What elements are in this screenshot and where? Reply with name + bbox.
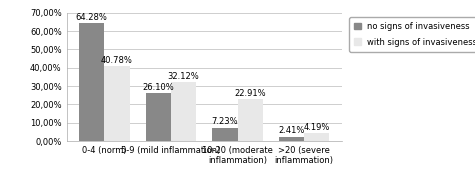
Bar (212, 128, 238, 141)
Text: 4.19%: 4.19% (304, 123, 330, 132)
Bar (238, 99, 263, 141)
Bar (79, 23, 104, 141)
Text: 32.12%: 32.12% (168, 72, 200, 81)
Bar (171, 82, 196, 141)
Text: 64.28%: 64.28% (76, 13, 108, 22)
Legend: no signs of invasiveness, with signs of invasiveness: no signs of invasiveness, with signs of … (349, 17, 475, 52)
Text: 40.78%: 40.78% (101, 56, 133, 65)
Bar (104, 66, 130, 141)
Text: 26.10%: 26.10% (142, 83, 174, 92)
Bar (279, 137, 304, 141)
Bar (304, 134, 330, 141)
Text: 7.23%: 7.23% (211, 117, 238, 127)
Bar (146, 93, 171, 141)
Text: 22.91%: 22.91% (234, 89, 266, 98)
Text: 2.41%: 2.41% (278, 126, 304, 135)
